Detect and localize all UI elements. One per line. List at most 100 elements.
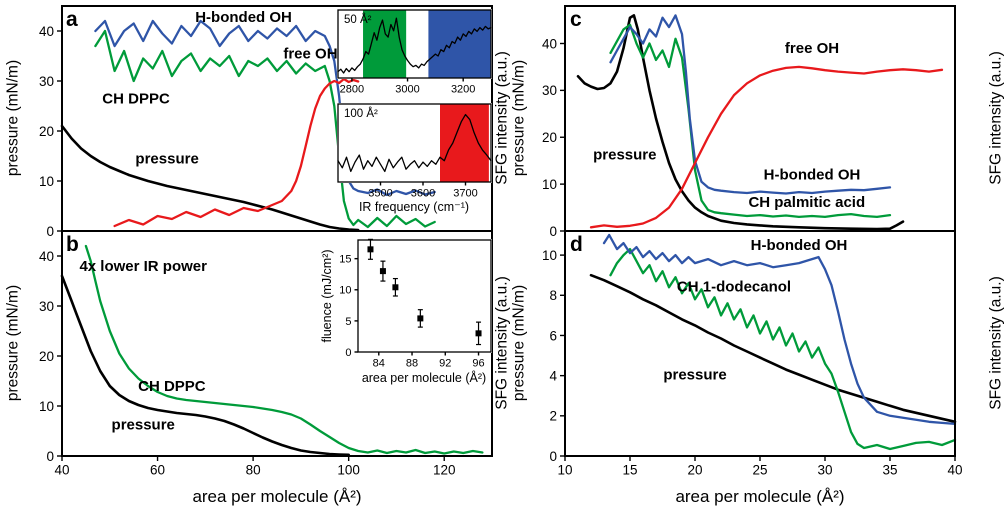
y-tick-label: 0	[549, 449, 557, 464]
x-tick-label: 92	[439, 358, 451, 370]
y-tick-label: 6	[549, 328, 557, 343]
annotation-free-oh: free OH	[785, 40, 839, 57]
y-tick-label: 8	[549, 288, 557, 303]
panel-letter-c: c	[570, 8, 582, 31]
panel-c: 0 10 20 30 40 free OH pressure H-bonded OH CH pa…	[542, 5, 956, 239]
sfg-axis-label-d: SFG intensity (a.u.)	[987, 276, 1005, 410]
annotation-pressure: pressure	[112, 417, 175, 434]
x-tick-label: 25	[752, 463, 767, 478]
series-ch-dppc	[94, 29, 436, 229]
annotation-h-bonded-oh: H-bonded OH	[751, 237, 848, 254]
x-tick-label: 3600	[411, 188, 435, 200]
panel-letter-b: b	[66, 233, 79, 256]
y-tick-label: 30	[542, 83, 557, 98]
annotation-h-bonded-oh: H-bonded OH	[764, 166, 861, 183]
y-tick-label: 20	[39, 124, 54, 139]
pressure-axis-label-b: pressure (mN/m)	[4, 284, 22, 402]
y-tick-label: 0	[46, 449, 54, 464]
annotation-free-oh: free OH	[283, 46, 337, 63]
x-tick-label: 3700	[453, 188, 477, 200]
series-free-oh	[589, 65, 944, 229]
annotation-h-bonded-oh: H-bonded OH	[195, 9, 292, 26]
area-axis-label-right: area per molecule (Å²)	[675, 487, 845, 506]
x-tick-label: 84	[373, 358, 385, 370]
x-tick-label: 88	[406, 358, 418, 370]
x-tick-label: 35	[882, 463, 897, 478]
annotation-pressure: pressure	[593, 146, 656, 163]
y-tick-label: 10	[339, 285, 351, 297]
series-ch-1-dodecanol	[609, 247, 957, 451]
inset-y-axis-label: fluence (mJ/cm²)	[320, 249, 334, 342]
series-sfg-spectrum-50a2	[337, 17, 492, 74]
series-h-bonded-oh	[609, 14, 892, 195]
sfg-axis-label-a: SFG intensity (a.u.)	[493, 51, 511, 185]
y-tick-label: 15	[339, 254, 351, 266]
x-tick-label: 120	[433, 463, 456, 478]
y-tick-label: 20	[542, 130, 557, 145]
x-tick-label: 100	[337, 463, 360, 478]
y-tick-label: 10	[39, 174, 54, 189]
y-tick-label: 0	[345, 347, 351, 359]
x-tick-label: 3000	[395, 84, 419, 96]
panel-letter-d: d	[570, 233, 583, 256]
y-tick-label: 30	[39, 74, 54, 89]
y-tick-label: 10	[542, 177, 557, 192]
series-h-bonded-oh	[94, 19, 436, 197]
inset-a-oh: 3500 3600 3700 100 Å² IR frequency (cm⁻¹)	[337, 103, 492, 214]
series-free-oh	[113, 77, 360, 228]
annotation-4x-lower-ir-power: 4x lower IR power	[79, 258, 207, 275]
y-tick-label: 30	[39, 299, 54, 314]
inset-b-fluence-frame	[357, 239, 492, 353]
series-pressure	[589, 273, 957, 424]
y-tick-label: 10	[39, 399, 54, 414]
pressure-axis-label-d: pressure (mN/m)	[510, 284, 528, 402]
y-tick-label: 2	[549, 409, 557, 424]
annotation-ch-palmitic-acid: CH palmitic acid	[748, 194, 865, 211]
y-tick-label: 5	[345, 316, 351, 328]
y-tick-label: 40	[39, 249, 54, 264]
data-point	[379, 268, 386, 275]
x-tick-label: 3500	[368, 188, 392, 200]
x-tick-label: 2800	[340, 84, 364, 96]
annotation-pressure: pressure	[135, 151, 198, 168]
series-pressure	[576, 14, 905, 231]
y-tick-label: 0	[46, 224, 54, 239]
panel-letter-a: a	[66, 8, 78, 31]
y-tick-label: 0	[549, 224, 557, 239]
data-point	[367, 246, 374, 253]
y-tick-label: 40	[39, 24, 54, 39]
area-axis-label-left: area per molecule (Å²)	[192, 487, 362, 506]
data-point	[475, 330, 482, 337]
sfg-axis-label-b: SFG intensity (a.u.)	[493, 276, 511, 410]
series-pressure	[60, 124, 360, 232]
y-tick-label: 20	[39, 349, 54, 364]
y-tick-label: 40	[542, 36, 557, 51]
x-tick-label: 60	[150, 463, 165, 478]
data-point	[417, 315, 424, 322]
x-tick-label: 15	[622, 463, 637, 478]
series-h-bonded-oh	[602, 233, 957, 426]
x-tick-label: 40	[947, 463, 962, 478]
data-point	[392, 284, 399, 291]
inset-a-ch-frame	[337, 9, 492, 79]
x-tick-label: 10	[557, 463, 572, 478]
sfg-axis-label-c: SFG intensity (a.u.)	[987, 51, 1005, 185]
annotation-pressure: pressure	[663, 367, 726, 384]
inset-x-axis-label: area per molecule (Å²)	[362, 370, 486, 385]
corner-label-inset-a-oh: 100 Å²	[344, 107, 378, 120]
pressure-axis-label-c: pressure (mN/m)	[510, 59, 528, 177]
x-tick-label: 30	[817, 463, 832, 478]
y-tick-label: 4	[549, 369, 557, 384]
panel-d: 10 15 20 25 30 35 40 0 2 4 6 8 10 H-bonded OH CH 1-dod…	[542, 230, 963, 478]
inset-a-oh-frame	[337, 103, 492, 183]
ch-band-band	[363, 10, 407, 78]
x-tick-label: 96	[472, 358, 484, 370]
x-tick-label: 80	[246, 463, 261, 478]
panel-d-frame	[564, 230, 956, 457]
series-pressure	[60, 274, 351, 457]
x-tick-label: 40	[54, 463, 69, 478]
annotation-ch-dppc: CH DPPC	[102, 91, 170, 108]
h-bonded-oh-band-band	[428, 10, 491, 78]
annotation-ch-dppc: CH DPPC	[138, 378, 206, 395]
x-tick-label: 3200	[451, 84, 475, 96]
